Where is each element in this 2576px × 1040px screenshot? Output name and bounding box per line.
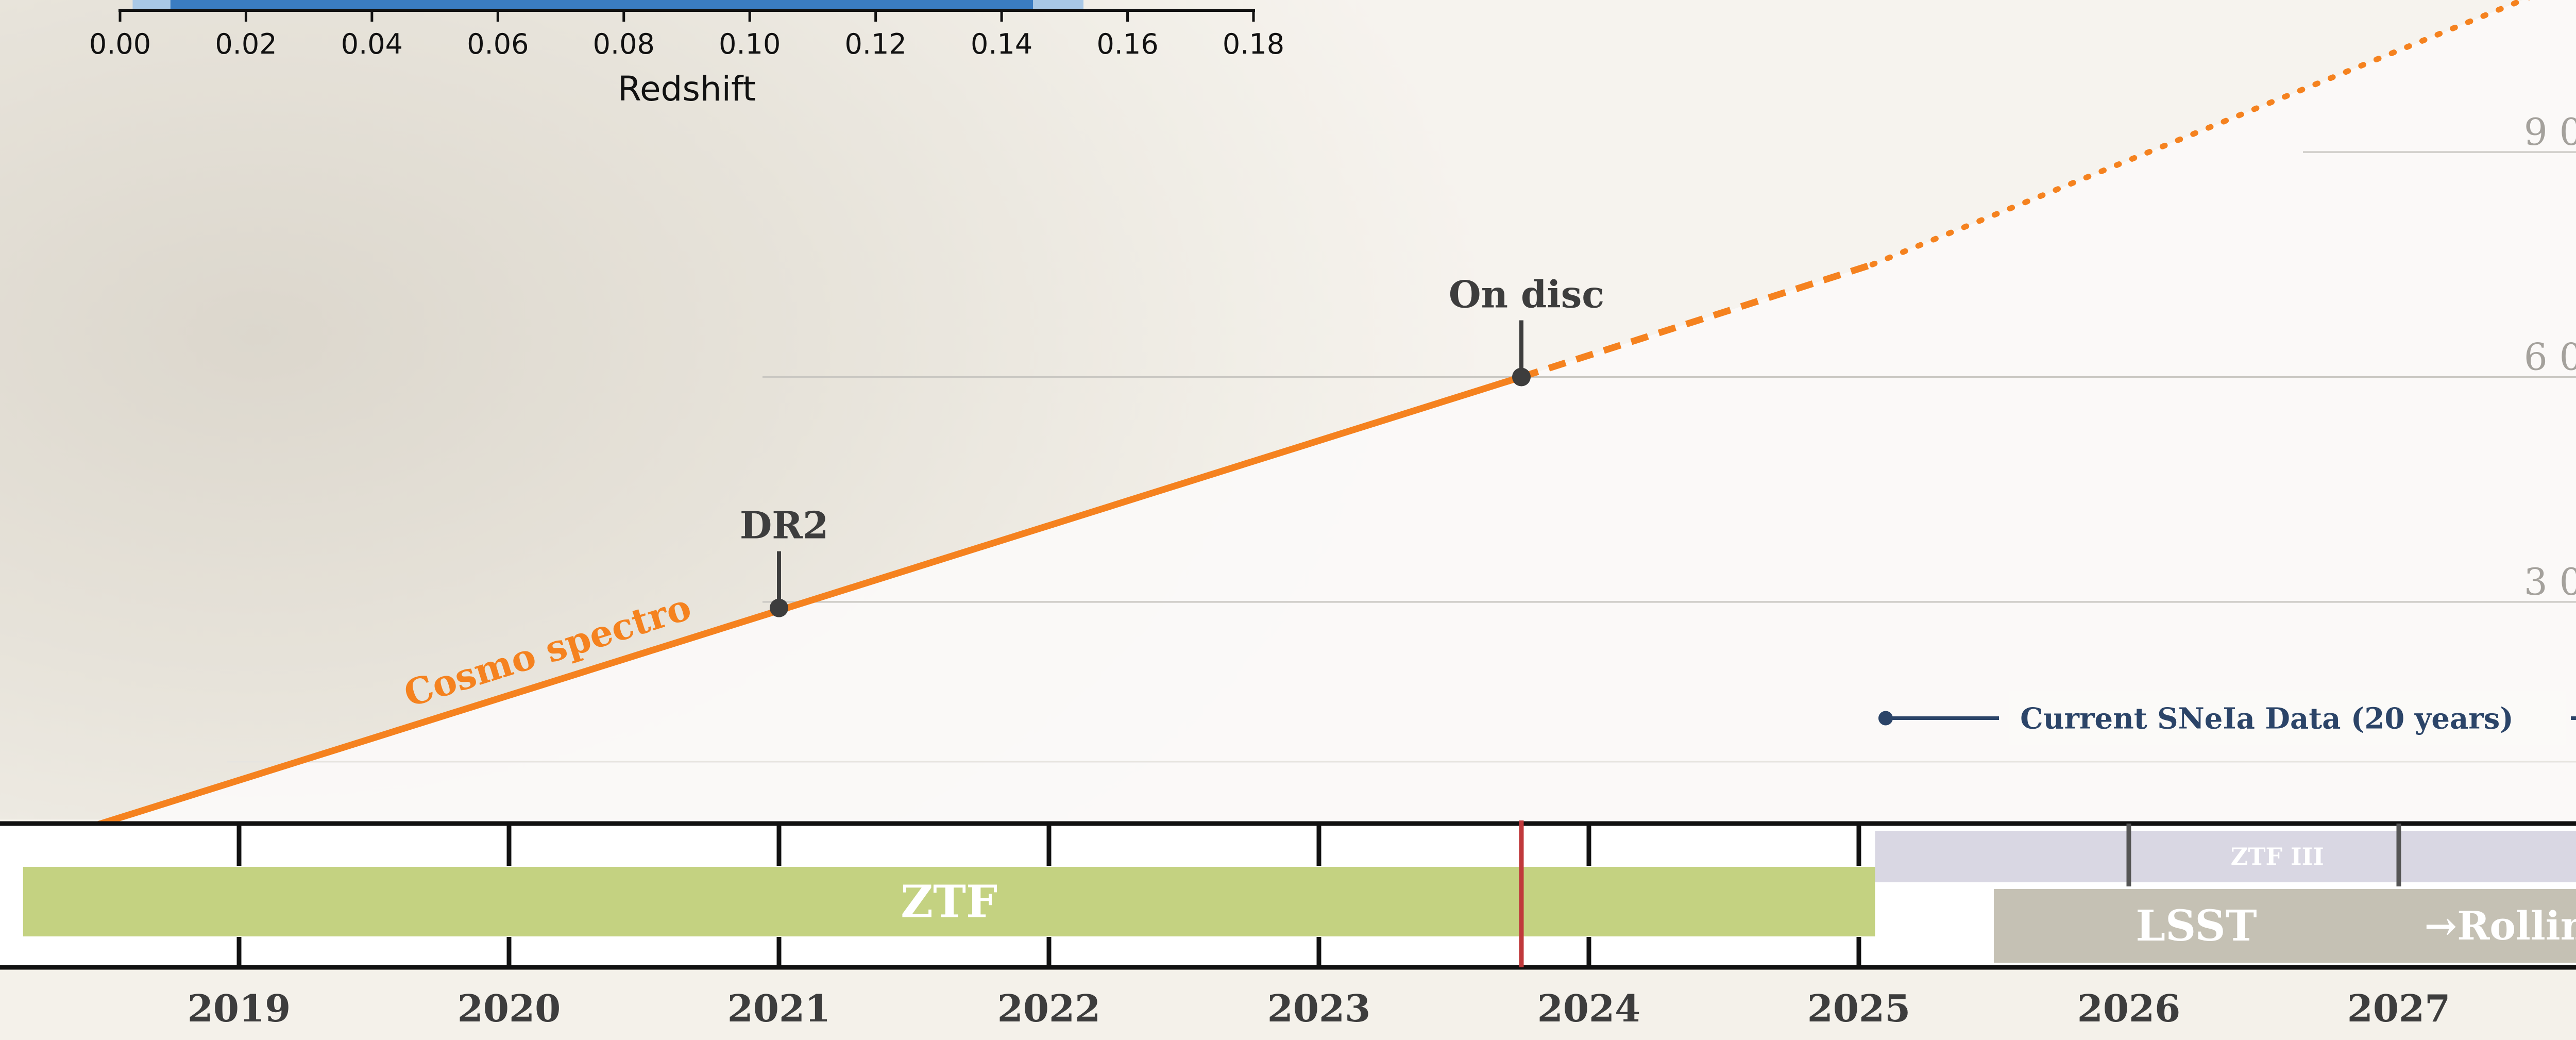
histogram-bar [1033, 0, 1083, 9]
x-tick-label: 2024 [1537, 986, 1640, 1030]
histogram-x-tick-label: 0.08 [593, 28, 655, 60]
x-tick-label: 2023 [1267, 986, 1370, 1030]
current-sneia-reference: Current SNeIa Data (20 years) [1878, 691, 2576, 745]
x-tick-label: 2025 [1807, 986, 1910, 1030]
redshift-histogram: 0.00 0.02 0.04 0.06 0.08 0.10 0.12 0.14 0.16 0.18… [89, 0, 1284, 109]
histogram-x-tick-label: 0.12 [845, 28, 907, 60]
histogram-x-tick-label: 0.18 [1223, 28, 1284, 60]
milestone-dot [1512, 367, 1531, 387]
histogram-x-label: Redshift [618, 69, 756, 109]
histogram-x-tick-label: 0.00 [89, 28, 151, 60]
histogram-x-tick-label: 0.02 [215, 28, 277, 60]
x-tick-label: 2020 [457, 986, 561, 1030]
reference-dot [1878, 711, 1893, 726]
timeline-label: ZTF III [2231, 843, 2324, 870]
y-tick-label: 3 000 [2524, 560, 2576, 603]
series-solid-line [89, 374, 1522, 830]
timeline-bar [1994, 889, 2399, 963]
histogram-bar [170, 0, 1033, 9]
histogram-x-tick-label: 0.04 [341, 28, 403, 60]
timeline-bar [1875, 831, 2576, 882]
timeline-label: →Rolling [2425, 903, 2576, 949]
reference-label: Current SNeIa Data (20 years) [2020, 702, 2514, 736]
series-dotted-line [1869, 0, 2531, 267]
histogram-x-tick-label: 0.16 [1096, 28, 1158, 60]
histogram-x-tick-label: 0.14 [971, 28, 1032, 60]
timeline-bar [2399, 889, 2576, 963]
timeline-label: LSST [2136, 901, 2257, 951]
timeline-bar [23, 867, 1875, 936]
reference-label-bg [2009, 691, 2566, 745]
gridlines: 3 000 6 000 9 000 [227, 110, 2576, 763]
x-tick-label: 2021 [727, 986, 831, 1030]
timeline: ZTF ZTF III LSST →Rolling 2019 2020 2021 2022 20… [0, 820, 2576, 1030]
histogram-x-tick-label: 0.10 [719, 28, 781, 60]
timeline-label: ZTF [901, 876, 997, 928]
milestone-dot [770, 598, 788, 617]
projection-area [90, 0, 2576, 827]
x-tick-label: 2022 [997, 986, 1100, 1030]
x-tick-label: 2026 [2077, 986, 2180, 1030]
histogram-bar [132, 0, 171, 9]
x-tick-label: 2019 [188, 986, 291, 1030]
y-tick-label: 9 000 [2524, 110, 2576, 154]
x-tick-label: 2027 [2347, 986, 2450, 1030]
milestones: DR2 On disc [740, 273, 1604, 617]
milestone-label: On disc [1449, 273, 1604, 316]
histogram-x-tick-label: 0.06 [467, 28, 529, 60]
y-tick-label: 6 000 [2524, 336, 2576, 379]
series-dashed-line [1520, 261, 1874, 380]
milestone-label: DR2 [740, 504, 828, 547]
